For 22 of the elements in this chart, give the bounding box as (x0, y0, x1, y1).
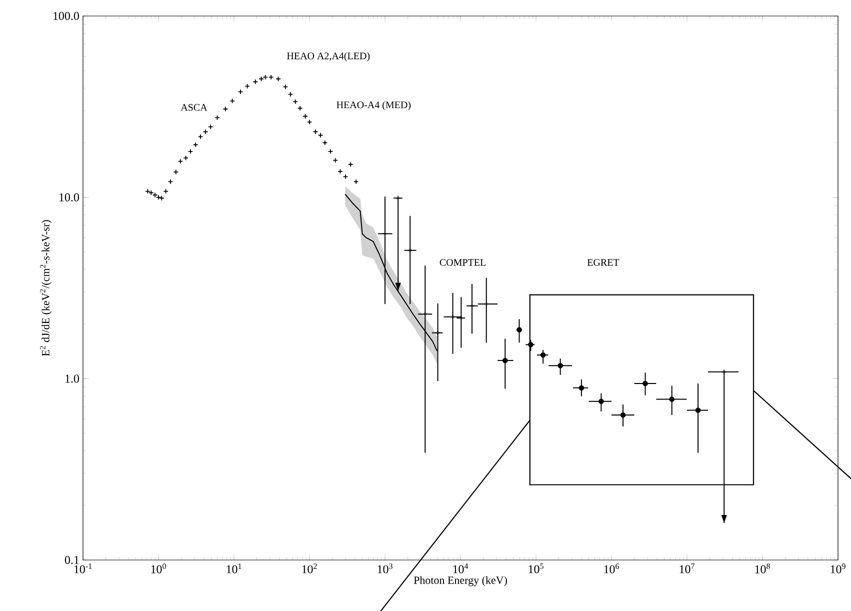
x-tick-label: 10$^{8}$ (755, 564, 770, 574)
annotation: EGRET (587, 259, 620, 266)
x-tick-label: 10$^{0}$ (151, 564, 166, 574)
x-tick-label: 10$^{-1}$ (74, 564, 92, 574)
x-tick-label: 10$^{9}$ (830, 564, 846, 574)
x-tick-label: 10$^{3}$ (378, 564, 392, 574)
y-tick-label: 0.1 (64, 556, 79, 564)
annotation: HEAO A2,A4(LED) (287, 52, 370, 62)
y-tick-label: 1.0 (66, 374, 80, 383)
annotation: HEAO-A4 (MED) (336, 101, 411, 110)
y-tick-label: 100.0 (54, 12, 80, 20)
y-axis-title: E$^{2}$ dJ/dE (keV$^{2}$/(cm$^{2}$-s-keV-sr) (40, 220, 52, 356)
annotation: ASCA (180, 104, 208, 111)
x-tick-label: 10$^{7}$ (680, 564, 695, 574)
x-tick-label: 10$^{4}$ (453, 564, 468, 574)
annotation: COMPTEL (440, 259, 486, 266)
x-tick-label: 10$^{2}$ (302, 564, 317, 574)
x-tick-label: 10$^{5}$ (528, 564, 544, 574)
y-tick-label: 10.0 (60, 193, 80, 202)
x-axis-title: Photon Energy (keV) (414, 576, 507, 586)
x-tick-label: 10$^{1}$ (226, 564, 242, 574)
x-tick-label: 10$^{6}$ (604, 564, 620, 574)
